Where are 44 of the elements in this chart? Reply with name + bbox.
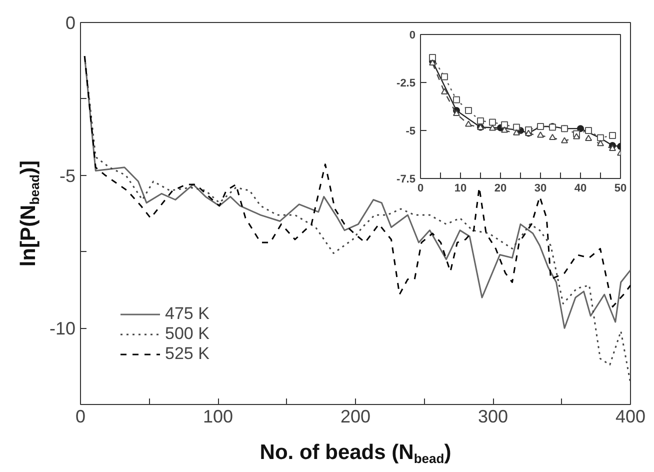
point (453, 96, 460, 104)
point (573, 133, 580, 140)
x-tick-label: 400 (615, 406, 646, 426)
y-tick-label: 0 (65, 13, 76, 33)
point (489, 118, 496, 126)
point (561, 137, 568, 144)
point (465, 120, 472, 127)
y-tick-label: -7.5 (396, 174, 416, 186)
point (477, 117, 484, 124)
legend-label: 475 K (165, 304, 210, 324)
y-tick-label: -5 (59, 166, 76, 186)
x-tick-label: 20 (494, 182, 507, 194)
point (585, 134, 592, 141)
legend-label: 525 K (165, 344, 210, 364)
y-tick-label: -10 (49, 318, 76, 339)
x-tick-label: 100 (202, 406, 234, 426)
point (501, 121, 508, 128)
y-tick-label: 0 (409, 30, 416, 42)
point (453, 110, 460, 116)
point (585, 127, 592, 134)
x-tick-label: 30 (534, 182, 547, 194)
x-tick-label: 10 (454, 182, 467, 194)
point (441, 88, 448, 94)
x-tick-label: 300 (478, 406, 508, 426)
point (441, 73, 448, 80)
point (537, 132, 544, 138)
legend-label: 500 K (165, 324, 210, 344)
point (549, 134, 556, 140)
x-tick-label: 200 (340, 406, 371, 426)
x-tick-label: 50 (614, 182, 627, 194)
point (577, 125, 584, 132)
point (609, 144, 616, 151)
x-tick-label: 0 (417, 182, 424, 194)
point (429, 54, 436, 62)
point (513, 124, 520, 131)
point (489, 124, 496, 131)
x-tick-label: 40 (574, 182, 587, 194)
y-tick-label: -2.5 (396, 78, 416, 90)
point (465, 107, 472, 114)
point (501, 126, 508, 133)
point (597, 140, 604, 146)
y-axis-title: ln[P(Nbead)] (17, 160, 42, 267)
y-tick-label: -5 (406, 126, 416, 138)
point (513, 129, 520, 136)
